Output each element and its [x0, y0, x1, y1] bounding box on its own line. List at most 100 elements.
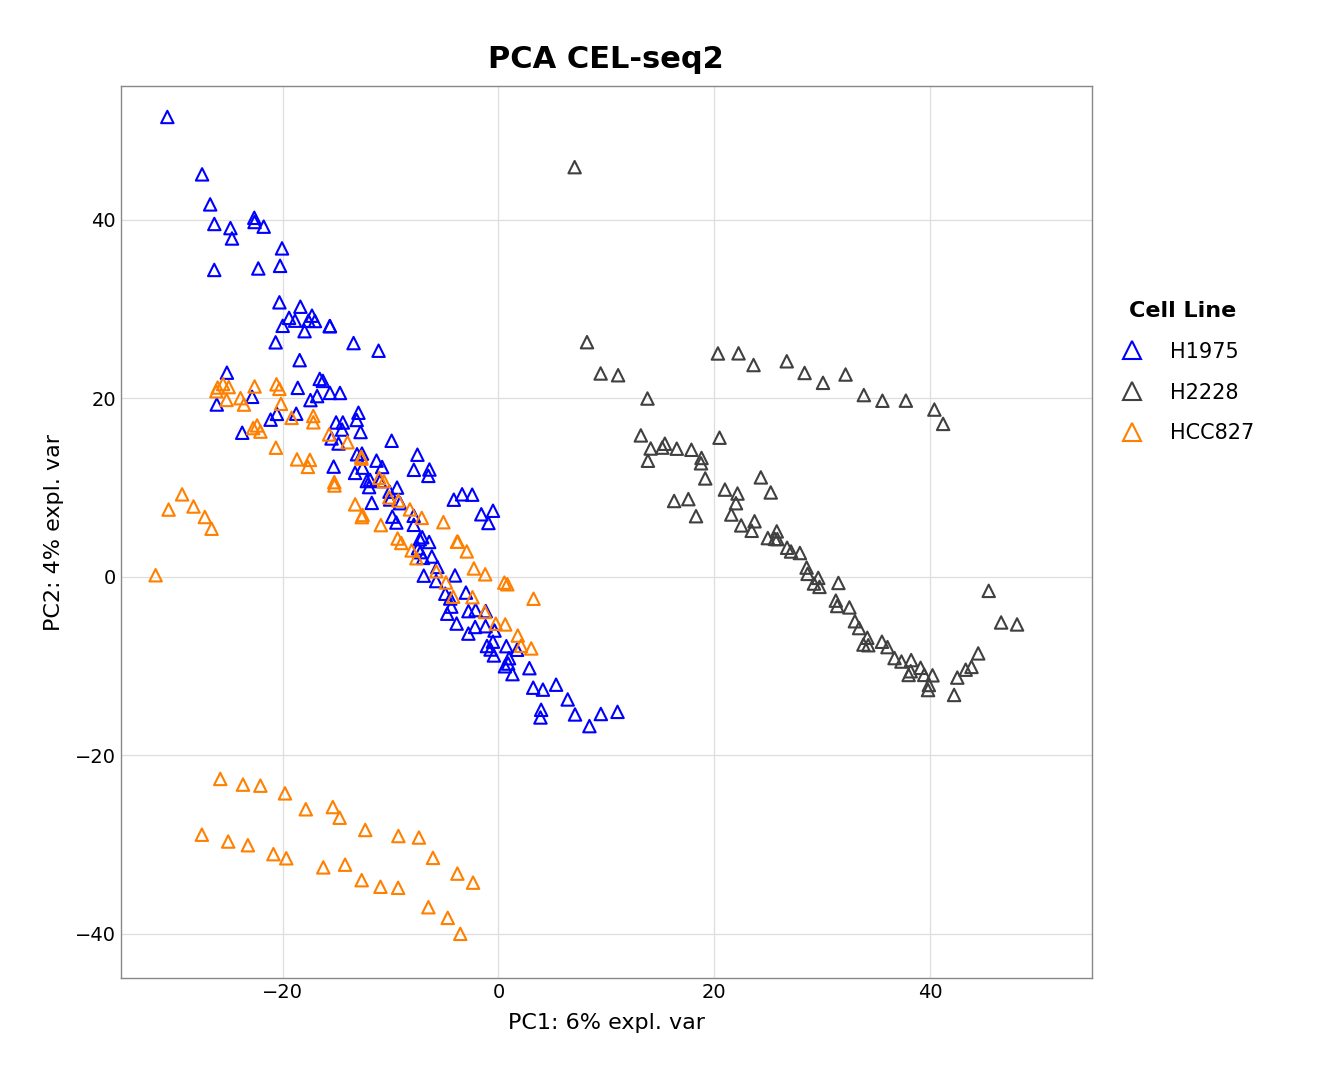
Point	[577, 333, 598, 350]
Point	[480, 641, 501, 658]
Point	[900, 651, 922, 669]
Point	[203, 215, 224, 232]
Point	[352, 459, 374, 476]
Point	[493, 574, 515, 591]
Point	[276, 849, 297, 866]
Point	[328, 435, 349, 453]
Point	[413, 549, 434, 567]
Point	[379, 483, 401, 500]
Point	[812, 374, 833, 391]
Point	[323, 458, 344, 475]
Point	[775, 353, 797, 370]
Point	[458, 602, 480, 619]
Point	[495, 616, 516, 633]
Point	[387, 530, 409, 547]
Point	[312, 372, 333, 389]
Point	[637, 390, 659, 407]
Point	[579, 717, 601, 734]
Point	[677, 490, 699, 507]
Point	[714, 481, 735, 498]
Point	[884, 649, 906, 666]
Point	[465, 601, 487, 618]
Point	[207, 378, 228, 396]
Point	[347, 446, 368, 463]
Point	[243, 213, 265, 230]
Point	[269, 293, 290, 311]
Point	[437, 605, 458, 622]
Point	[499, 649, 520, 666]
Point	[485, 615, 507, 632]
Point	[835, 366, 856, 383]
Point	[708, 429, 730, 446]
Point	[216, 391, 238, 408]
Point	[462, 589, 484, 606]
Point	[462, 874, 484, 891]
Point	[728, 345, 750, 362]
Point	[564, 158, 586, 175]
Point	[250, 422, 271, 440]
Point	[313, 859, 335, 876]
Point	[474, 618, 496, 635]
Point	[331, 421, 352, 439]
Point	[285, 405, 306, 422]
Point	[664, 492, 685, 510]
Point	[470, 505, 492, 522]
Point	[319, 317, 340, 334]
Point	[923, 401, 945, 418]
Point	[777, 540, 798, 557]
Point	[335, 856, 356, 873]
Point	[219, 219, 241, 236]
Point	[630, 427, 652, 444]
Point	[895, 392, 917, 410]
Point	[289, 298, 310, 315]
Point	[265, 333, 286, 350]
Point	[230, 389, 251, 406]
Point	[348, 404, 370, 421]
Point	[707, 345, 728, 362]
Point	[320, 317, 341, 334]
Point	[808, 570, 829, 587]
Point	[309, 371, 331, 388]
Point	[216, 364, 238, 382]
Point	[269, 257, 290, 274]
Point	[437, 909, 458, 927]
Point	[281, 410, 302, 427]
Point	[809, 578, 831, 596]
Point	[900, 662, 922, 679]
Point	[520, 640, 542, 657]
Point	[183, 498, 204, 515]
Point	[445, 567, 466, 584]
Point	[300, 452, 321, 469]
Point	[386, 479, 407, 497]
Point	[418, 899, 439, 916]
Point	[482, 633, 504, 650]
Point	[271, 317, 293, 334]
Point	[667, 440, 688, 457]
Point	[796, 559, 817, 576]
Point	[464, 560, 485, 577]
Point	[991, 614, 1012, 631]
Point	[781, 543, 802, 560]
Point	[523, 679, 544, 697]
Point	[403, 461, 425, 478]
Point	[191, 166, 212, 183]
Point	[446, 533, 468, 550]
Point	[465, 618, 487, 635]
Point	[351, 445, 372, 462]
Point	[495, 658, 516, 675]
Point	[695, 470, 716, 487]
Point	[968, 645, 989, 662]
Point	[741, 522, 762, 540]
Point	[652, 439, 673, 456]
Point	[848, 619, 870, 636]
Point	[409, 531, 430, 548]
Point	[456, 543, 477, 560]
Point	[482, 502, 504, 519]
Point	[210, 771, 231, 788]
Point	[511, 637, 532, 655]
Point	[439, 590, 461, 607]
Point	[301, 307, 323, 325]
Point	[407, 446, 429, 463]
Point	[329, 385, 351, 402]
Point	[590, 705, 612, 722]
